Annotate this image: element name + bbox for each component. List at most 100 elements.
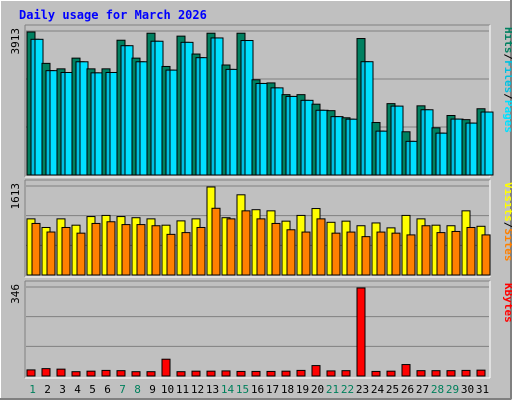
day-label-2: 2: [44, 383, 51, 396]
y-axis-label-part: /: [502, 222, 512, 229]
day-label-30: 30: [461, 383, 474, 396]
bar-sites-day-28: [436, 232, 446, 276]
bar-kbytes-day-13: [206, 370, 216, 377]
bar-sites-day-31: [481, 234, 491, 276]
y-max-label: 3913: [9, 28, 22, 55]
bar-kbytes-day-16: [251, 370, 261, 377]
bar-sites-day-12: [196, 226, 206, 276]
bar-sites-day-16: [256, 218, 266, 276]
y-axis-label: KBytes: [502, 283, 512, 323]
bar-kbytes-day-11: [176, 371, 186, 377]
day-label-12: 12: [191, 383, 204, 396]
day-label-11: 11: [176, 383, 189, 396]
day-label-31: 31: [476, 383, 489, 396]
day-label-24: 24: [371, 383, 385, 396]
day-label-17: 17: [266, 383, 279, 396]
bar-kbytes-day-9: [146, 371, 156, 377]
bar-kbytes-day-24: [371, 370, 381, 377]
bar-sites-day-21: [331, 232, 341, 276]
y-max-label: 1613: [9, 183, 22, 210]
day-label-25: 25: [386, 383, 399, 396]
panel-kbytes: 346 KBytes: [9, 280, 512, 379]
bar-kbytes-day-28: [431, 370, 441, 377]
bar-kbytes-day-10: [161, 358, 171, 377]
bar-kbytes-day-4: [71, 371, 81, 377]
day-label-13: 13: [206, 383, 219, 396]
bar-kbytes-day-22: [341, 370, 351, 377]
day-label-10: 10: [161, 383, 174, 396]
y-axis-label-part: Visits: [502, 182, 512, 222]
bar-kbytes-day-3: [56, 368, 66, 377]
bar-sites-day-19: [301, 231, 311, 276]
bar-sites-day-23: [361, 236, 371, 276]
bar-sites-day-15: [241, 210, 251, 276]
bar-sites-day-5: [91, 222, 101, 276]
bar-kbytes-day-12: [191, 370, 201, 377]
bar-kbytes-day-21: [326, 370, 336, 377]
day-label-7: 7: [119, 383, 126, 396]
y-max-label: 346: [9, 284, 22, 304]
bar-sites-day-8: [136, 224, 146, 276]
day-label-28: 28: [431, 383, 444, 396]
day-label-27: 27: [416, 383, 429, 396]
chart-title: Daily usage for March 2026: [19, 8, 207, 22]
day-label-9: 9: [149, 383, 156, 396]
bar-kbytes-day-29: [446, 370, 456, 377]
day-label-22: 22: [341, 383, 354, 396]
bar-kbytes-day-27: [416, 370, 426, 377]
bar-kbytes-day-6: [101, 369, 111, 377]
bar-kbytes-day-26: [401, 364, 411, 377]
bar-kbytes-day-17: [266, 370, 276, 377]
bar-sites-day-20: [316, 218, 326, 276]
bar-sites-day-1: [31, 222, 41, 276]
day-label-16: 16: [251, 383, 264, 396]
bar-kbytes-day-23: [356, 287, 366, 377]
day-label-26: 26: [401, 383, 414, 396]
y-axis-label-part: KBytes: [502, 283, 512, 323]
day-label-23: 23: [356, 383, 369, 396]
y-axis-label-part: /: [502, 54, 512, 61]
panel-hits: 3913 Hits/Files/Pages: [9, 24, 512, 178]
bar-pages-day-31: [484, 111, 494, 176]
bar-kbytes-day-18: [281, 370, 291, 377]
y-axis-label-part: Sites: [502, 228, 512, 261]
bar-sites-day-7: [121, 224, 131, 276]
day-label-4: 4: [74, 383, 81, 396]
day-label-15: 15: [236, 383, 249, 396]
bar-kbytes-day-19: [296, 369, 306, 377]
day-label-6: 6: [104, 383, 111, 396]
y-axis-label-part: Hits: [502, 27, 512, 54]
day-label-14: 14: [221, 383, 235, 396]
bar-kbytes-day-31: [476, 369, 486, 377]
bar-sites-day-3: [61, 226, 71, 276]
day-label-19: 19: [296, 383, 309, 396]
y-axis-label: Hits/Files/Pages: [502, 27, 512, 133]
y-axis-label-part: /: [502, 93, 512, 100]
bar-sites-day-30: [466, 226, 476, 276]
bar-sites-day-14: [226, 218, 236, 276]
bar-kbytes-day-14: [221, 370, 231, 377]
bar-sites-day-22: [346, 231, 356, 276]
bar-kbytes-day-1: [26, 369, 36, 377]
day-label-18: 18: [281, 383, 294, 396]
bar-sites-day-17: [271, 222, 281, 276]
bar-pages-day-23: [364, 61, 374, 176]
chart-panels: 3913Hits/Files/Pages1613Visits/Sites346K…: [9, 24, 512, 379]
panel-sites: 1613 Visits/Sites: [9, 179, 512, 278]
day-label-3: 3: [59, 383, 66, 396]
day-axis: 1 2 3 4 5 6 7 8 9 10 11 12 13 14 15 16 17 18 19 20 21 22 23 24 2…: [29, 383, 489, 396]
bar-sites-day-27: [421, 225, 431, 276]
bar-sites-day-13: [211, 207, 221, 276]
day-label-20: 20: [311, 383, 324, 396]
day-label-29: 29: [446, 383, 459, 396]
bar-sites-day-2: [46, 231, 56, 276]
bar-sites-day-10: [166, 233, 176, 276]
bar-kbytes-day-5: [86, 370, 96, 377]
day-label-5: 5: [89, 383, 96, 396]
y-axis-label: Visits/Sites: [502, 182, 512, 262]
bar-kbytes-day-25: [386, 370, 396, 377]
bar-sites-day-18: [286, 229, 296, 276]
day-label-1: 1: [29, 383, 36, 396]
day-label-8: 8: [134, 383, 141, 396]
bar-kbytes-day-20: [311, 365, 321, 377]
